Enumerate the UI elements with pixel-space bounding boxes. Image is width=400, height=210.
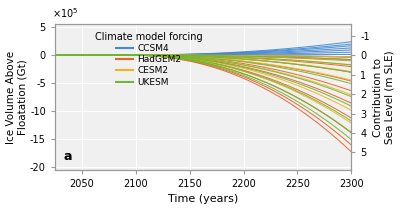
Text: $\times$10$^5$: $\times$10$^5$	[52, 6, 78, 20]
Y-axis label: Contribution to
Sea Level (m SLE): Contribution to Sea Level (m SLE)	[373, 50, 394, 144]
Y-axis label: Ice Volume Above
Floatation (Gt): Ice Volume Above Floatation (Gt)	[6, 50, 27, 144]
Text: a: a	[64, 150, 72, 163]
Legend: CCSM4, HadGEM2, CESM2, UKESM: CCSM4, HadGEM2, CESM2, UKESM	[95, 32, 202, 87]
X-axis label: Time (years): Time (years)	[168, 194, 238, 205]
